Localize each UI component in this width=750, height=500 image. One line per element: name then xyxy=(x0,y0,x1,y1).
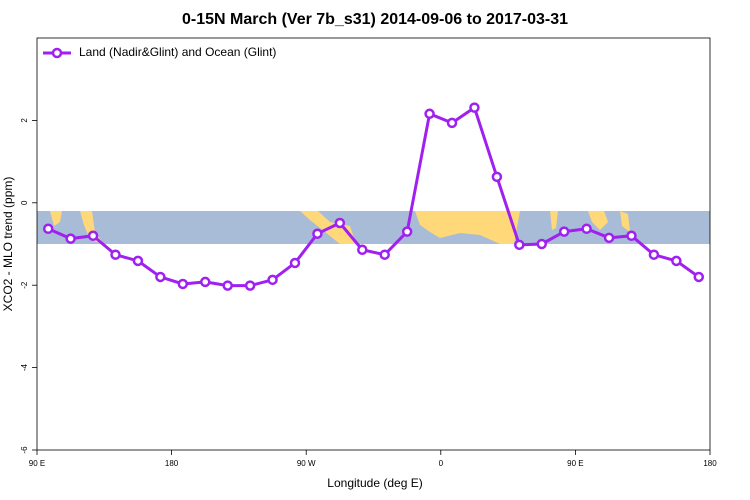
data-point xyxy=(626,230,637,242)
data-point xyxy=(222,280,233,291)
data-point xyxy=(581,223,592,235)
data-point xyxy=(289,257,301,269)
data-point xyxy=(244,280,256,291)
data-point xyxy=(42,223,54,235)
x-tick-label: 0 xyxy=(439,459,444,468)
chart-title: 0-15N March (Ver 7b_s31) 2014-09-06 to 2… xyxy=(182,11,568,28)
data-point xyxy=(671,255,682,267)
plot-frame xyxy=(36,37,711,451)
y-tick-label: -6 xyxy=(20,446,29,454)
y-tick-label: 2 xyxy=(20,118,29,123)
land-patch xyxy=(415,211,520,244)
data-point xyxy=(132,255,144,267)
data-point xyxy=(110,249,121,260)
data-point xyxy=(200,276,211,288)
x-tick-label: 180 xyxy=(703,459,717,468)
data-point xyxy=(267,274,278,286)
land-patch xyxy=(50,211,62,226)
land-patch xyxy=(588,211,608,230)
data-point xyxy=(536,238,547,250)
data-point xyxy=(177,278,189,290)
x-tick-label: 90 W xyxy=(297,459,316,468)
data-point xyxy=(491,171,503,183)
data-point xyxy=(401,226,413,237)
x-axis-label: Longitude (deg E) xyxy=(327,476,422,490)
data-point xyxy=(424,108,435,120)
x-tick-label: 90 E xyxy=(29,459,45,468)
data-point xyxy=(648,249,660,260)
data-point xyxy=(65,233,76,244)
data-point xyxy=(87,230,99,242)
series-line xyxy=(47,106,700,288)
data-point xyxy=(693,271,705,283)
data-point xyxy=(514,239,525,251)
legend-label: Land (Nadir&Glint) and Ocean (Glint) xyxy=(79,45,276,59)
land-patch xyxy=(620,211,630,232)
legend-marker xyxy=(51,47,63,59)
data-point xyxy=(379,249,390,260)
data-point xyxy=(446,117,458,129)
land-patch xyxy=(80,211,104,244)
data-point xyxy=(155,271,166,283)
y-tick-label: -4 xyxy=(20,363,29,371)
data-point xyxy=(558,226,570,237)
x-tick-label: 90 E xyxy=(567,459,583,468)
y-tick-label: -2 xyxy=(20,281,29,289)
y-tick-label: 0 xyxy=(20,200,29,205)
y-axis-label: XCO2 - MLO trend (ppm) xyxy=(1,177,15,312)
data-point xyxy=(334,217,346,229)
data-point xyxy=(603,232,615,244)
data-point xyxy=(357,244,368,256)
x-tick-label: 180 xyxy=(165,459,179,468)
data-point xyxy=(469,102,480,113)
land-patch xyxy=(550,211,558,230)
data-point xyxy=(312,228,323,239)
